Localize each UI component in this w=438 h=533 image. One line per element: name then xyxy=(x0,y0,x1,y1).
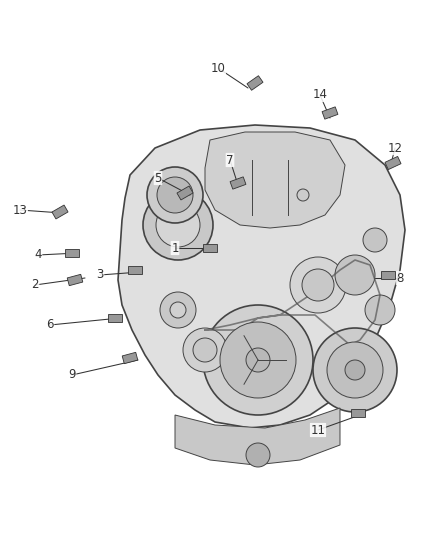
Text: 14: 14 xyxy=(312,88,328,101)
Polygon shape xyxy=(65,249,79,257)
Polygon shape xyxy=(247,76,263,90)
Text: 7: 7 xyxy=(226,154,234,166)
Text: 10: 10 xyxy=(211,61,226,75)
Text: 1: 1 xyxy=(171,241,179,254)
Circle shape xyxy=(297,189,309,201)
Polygon shape xyxy=(128,266,142,274)
Polygon shape xyxy=(230,177,246,189)
Circle shape xyxy=(143,190,213,260)
Polygon shape xyxy=(385,156,401,169)
Text: 5: 5 xyxy=(154,172,162,184)
Text: 8: 8 xyxy=(396,271,404,285)
Circle shape xyxy=(335,255,375,295)
Circle shape xyxy=(156,203,200,247)
Text: 12: 12 xyxy=(388,141,403,155)
Circle shape xyxy=(157,177,193,213)
Circle shape xyxy=(313,328,397,412)
Text: 6: 6 xyxy=(46,319,54,332)
Polygon shape xyxy=(175,408,340,465)
Text: 2: 2 xyxy=(31,279,39,292)
Circle shape xyxy=(246,348,270,372)
Text: 4: 4 xyxy=(34,248,42,262)
Circle shape xyxy=(160,292,196,328)
Polygon shape xyxy=(205,132,345,228)
Circle shape xyxy=(363,228,387,252)
Circle shape xyxy=(193,338,217,362)
Polygon shape xyxy=(52,205,68,219)
Circle shape xyxy=(290,257,346,313)
Polygon shape xyxy=(203,244,217,252)
Circle shape xyxy=(302,269,334,301)
Circle shape xyxy=(365,295,395,325)
Polygon shape xyxy=(122,352,138,364)
Polygon shape xyxy=(108,314,122,322)
Text: 9: 9 xyxy=(68,368,76,382)
Circle shape xyxy=(327,342,383,398)
Circle shape xyxy=(183,328,227,372)
Circle shape xyxy=(170,302,186,318)
Circle shape xyxy=(345,360,365,380)
Polygon shape xyxy=(67,274,83,286)
Circle shape xyxy=(147,167,203,223)
Polygon shape xyxy=(322,107,338,119)
Circle shape xyxy=(246,443,270,467)
Text: 13: 13 xyxy=(13,204,28,216)
Text: 11: 11 xyxy=(311,424,325,437)
Circle shape xyxy=(203,305,313,415)
Polygon shape xyxy=(177,186,193,200)
Text: 3: 3 xyxy=(96,269,104,281)
Polygon shape xyxy=(351,409,365,417)
Polygon shape xyxy=(118,125,405,428)
Polygon shape xyxy=(381,271,395,279)
Circle shape xyxy=(220,322,296,398)
